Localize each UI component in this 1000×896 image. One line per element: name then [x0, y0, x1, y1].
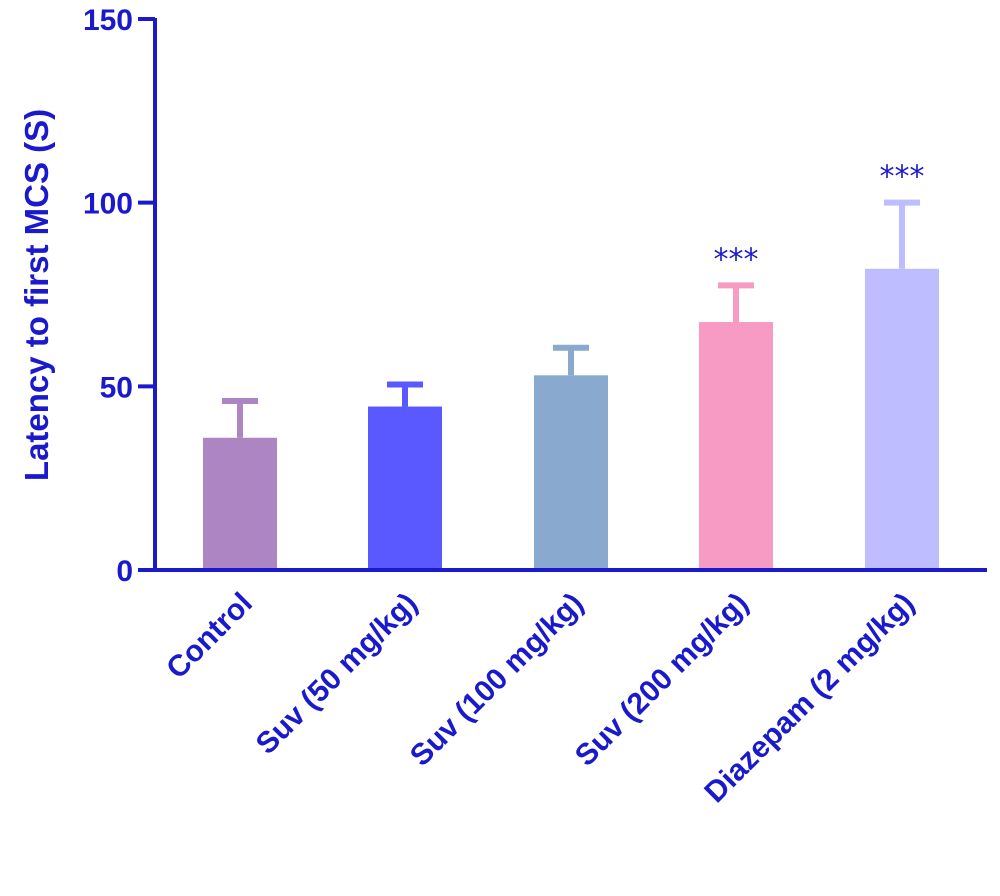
error-bar-5 [884, 199, 920, 269]
error-bar-3 [553, 344, 589, 376]
y-tick-label: 50 [100, 371, 133, 404]
y-tick-label: 100 [83, 188, 133, 221]
y-tick-label: 0 [116, 555, 133, 588]
significance-marker-5: *** [880, 160, 925, 195]
bar-2 [368, 406, 442, 570]
bar-3 [534, 375, 608, 570]
significance-marker-4: *** [714, 242, 759, 277]
x-category-label-4: Suv (200 mg/kg) [569, 587, 755, 773]
x-category-label-3: Suv (100 mg/kg) [404, 587, 590, 773]
axes-layer [153, 18, 987, 572]
bar-5 [865, 268, 939, 570]
significance-layer: *** *** [714, 160, 925, 278]
y-axis-label: Latency to first MCS (S) [18, 109, 55, 481]
x-category-label-2: Suv (50 mg/kg) [250, 587, 424, 761]
bar-4 [699, 322, 773, 570]
error-bars-layer [222, 199, 920, 438]
error-bar-2 [387, 381, 423, 407]
bars-layer [203, 268, 939, 570]
error-bar-1 [222, 398, 258, 438]
y-ticks-layer: 0 50 100 150 [83, 4, 155, 588]
y-tick-label: 150 [83, 4, 133, 37]
error-bar-4 [718, 282, 754, 323]
x-category-label-1: Control [160, 587, 259, 686]
bar-1 [203, 437, 277, 570]
